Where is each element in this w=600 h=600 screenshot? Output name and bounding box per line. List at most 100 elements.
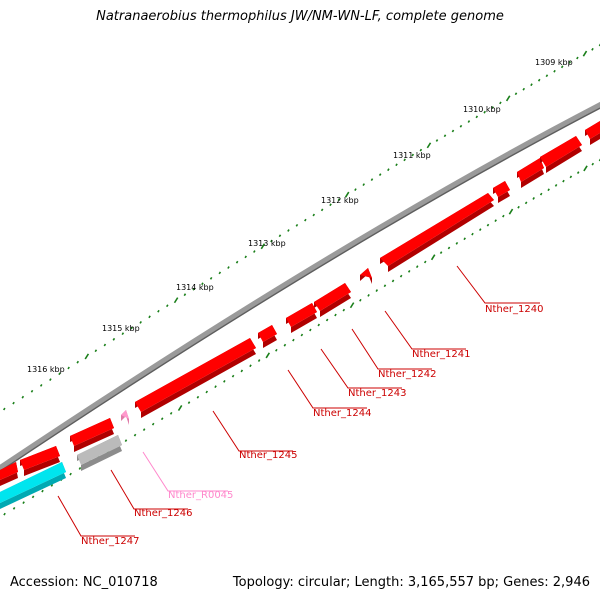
cds-nther-1242[interactable] bbox=[314, 283, 351, 311]
inner-tick bbox=[205, 390, 209, 394]
outer-tick bbox=[148, 315, 151, 319]
inner-tick bbox=[463, 237, 466, 241]
ncrna-nther-r0045[interactable] bbox=[121, 410, 129, 419]
outer-tick bbox=[491, 106, 494, 109]
outer-tick bbox=[157, 309, 160, 313]
inner-tick bbox=[383, 284, 387, 288]
gene-label-nther-r0045[interactable]: Nther_R0045 bbox=[168, 490, 233, 501]
outer-tick bbox=[166, 304, 169, 308]
cds-edge[interactable] bbox=[585, 121, 600, 139]
outer-tick bbox=[576, 56, 579, 60]
outer-tick bbox=[30, 389, 34, 393]
inner-tick bbox=[300, 333, 304, 337]
inner-tick bbox=[539, 192, 543, 196]
cds-nther-1243[interactable] bbox=[286, 303, 317, 327]
outer-tick bbox=[370, 178, 374, 181]
outer-tick bbox=[387, 168, 390, 172]
repeat-nther-1247[interactable] bbox=[0, 462, 66, 503]
outer-tick bbox=[58, 372, 61, 376]
inner-tick bbox=[317, 323, 321, 327]
inner-tick bbox=[439, 251, 443, 254]
inner-tick bbox=[31, 495, 35, 499]
cds-left-b[interactable] bbox=[0, 462, 18, 480]
cds-nther-1244[interactable] bbox=[258, 325, 277, 342]
kbp-label-1314: 1314 kbp bbox=[176, 283, 214, 292]
inner-tick bbox=[591, 162, 595, 166]
cds-nther-1240[interactable] bbox=[380, 193, 494, 266]
kbp-label-1312: 1312 kbp bbox=[321, 196, 359, 205]
outer-tick bbox=[337, 198, 341, 202]
outer-tick bbox=[435, 139, 439, 142]
cds-small-c[interactable] bbox=[540, 136, 582, 167]
outer-tick-ring bbox=[3, 43, 600, 411]
leader-nther-1242 bbox=[351, 328, 432, 370]
inner-tick bbox=[423, 260, 427, 264]
inner-tick bbox=[196, 395, 200, 399]
inner-tick bbox=[508, 208, 514, 215]
cds-nther-1241[interactable] bbox=[360, 268, 372, 278]
genome-backbone-shadow bbox=[0, 107, 600, 473]
outer-tick bbox=[3, 407, 6, 411]
inner-tick bbox=[223, 380, 226, 383]
inner-tick bbox=[342, 308, 346, 312]
genome-title: Natranaerobius thermophilus JW/NM-WN-LF,… bbox=[96, 9, 504, 24]
outer-tick bbox=[320, 208, 324, 212]
inner-tick bbox=[309, 328, 312, 332]
outer-tick bbox=[568, 61, 572, 64]
inner-tick bbox=[240, 369, 244, 373]
inner-tick bbox=[569, 175, 573, 179]
outer-tick bbox=[295, 223, 299, 227]
kbp-label-1311: 1311 kbp bbox=[393, 151, 431, 160]
outer-tick bbox=[403, 158, 406, 162]
outer-tick bbox=[112, 337, 116, 341]
inner-tick bbox=[391, 279, 395, 283]
inner-tick bbox=[399, 274, 403, 278]
outer-tick bbox=[218, 271, 222, 275]
inner-tick bbox=[554, 184, 558, 187]
gene-label-nther-1246[interactable]: Nther_1246 bbox=[134, 508, 192, 519]
outer-tick bbox=[553, 69, 556, 73]
inner-tick bbox=[22, 501, 25, 504]
gene-label-nther-1241[interactable]: Nther_1241 bbox=[412, 349, 470, 360]
inner-tick bbox=[275, 348, 278, 352]
inner-tick bbox=[142, 428, 146, 432]
inner-tick bbox=[524, 201, 528, 205]
outer-tick bbox=[173, 297, 179, 304]
inner-tick bbox=[177, 404, 183, 411]
gene-label-nther-1247[interactable]: Nther_1247 bbox=[81, 536, 139, 547]
outer-tick bbox=[459, 124, 463, 128]
outer-tick bbox=[419, 148, 423, 152]
outer-tick bbox=[560, 65, 564, 69]
leader-nther-1244 bbox=[287, 369, 367, 409]
outer-tick bbox=[183, 293, 187, 297]
inner-tick bbox=[283, 343, 287, 347]
outer-tick bbox=[130, 326, 134, 330]
leader-nther-1240 bbox=[456, 265, 540, 304]
genome-backbone bbox=[0, 101, 600, 472]
inner-tick bbox=[562, 179, 565, 183]
gene-label-nther-1243[interactable]: Nther_1243 bbox=[348, 388, 406, 399]
gene-label-nther-1240[interactable]: Nther_1240 bbox=[485, 304, 543, 315]
cds-small-b[interactable] bbox=[517, 158, 544, 182]
outer-tick bbox=[209, 276, 213, 280]
outer-tick bbox=[103, 343, 107, 347]
gene-label-nther-1245[interactable]: Nther_1245 bbox=[239, 450, 297, 461]
inner-tick bbox=[430, 254, 436, 261]
inner-tick bbox=[576, 171, 580, 174]
pseudo-nther-1246[interactable] bbox=[77, 435, 122, 465]
cds-left-a[interactable] bbox=[20, 446, 60, 470]
inner-tick bbox=[583, 165, 588, 172]
inner-tick bbox=[375, 289, 379, 292]
cds-upper-left[interactable] bbox=[70, 418, 114, 446]
cds-small-a[interactable] bbox=[493, 181, 510, 197]
gene-label-nther-1242[interactable]: Nther_1242 bbox=[378, 369, 436, 380]
outer-tick bbox=[67, 366, 70, 370]
gene-label-nther-1244[interactable]: Nther_1244 bbox=[313, 408, 371, 419]
inner-tick bbox=[133, 433, 137, 437]
outer-tick bbox=[270, 239, 273, 243]
inner-tick bbox=[41, 489, 44, 493]
inner-tick bbox=[532, 197, 535, 200]
outer-tick bbox=[467, 120, 471, 123]
outer-tick bbox=[253, 250, 256, 253]
cds-nther-1245[interactable] bbox=[135, 338, 256, 412]
